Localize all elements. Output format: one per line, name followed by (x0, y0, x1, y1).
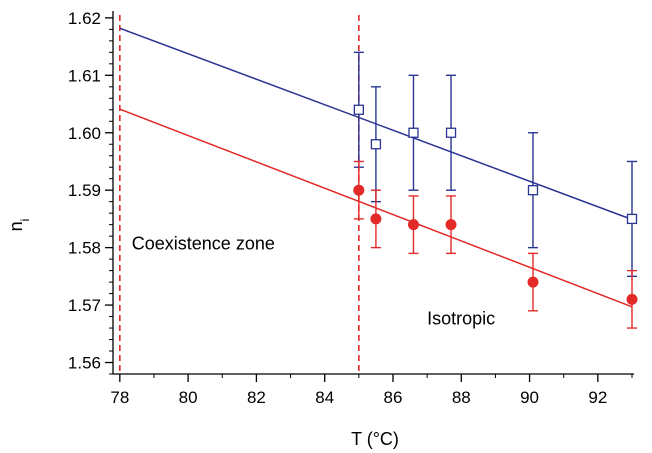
y-tick-label: 1.56 (68, 354, 101, 373)
x-tick-label: 92 (588, 388, 607, 407)
data-point-circle (353, 184, 365, 196)
x-tick-label: 88 (452, 388, 471, 407)
x-tick-label: 84 (315, 388, 334, 407)
chart-annotation: Coexistence zone (132, 233, 275, 253)
y-axis-title-subscript: i (18, 219, 32, 222)
x-tick-label: 78 (110, 388, 129, 407)
y-tick-label: 1.58 (68, 239, 101, 258)
data-point-circle (370, 213, 382, 225)
data-point-square (626, 213, 638, 225)
data-point-circle (626, 293, 638, 305)
y-tick-label: 1.59 (68, 181, 101, 200)
x-tick-label: 86 (384, 388, 403, 407)
axes: 78 80 82 84 86 88 90 92 1.56 1.57 1.58 1.59 1.60 1.61… (68, 9, 634, 407)
y-tick-label: 1.61 (68, 66, 101, 85)
data-point-circle (445, 219, 457, 231)
data-point-square (408, 127, 419, 138)
x-tick-label: 90 (520, 388, 539, 407)
x-axis-title: T (°C) (351, 429, 399, 449)
data-point-circle (527, 276, 539, 288)
y-tick-label: 1.57 (68, 296, 101, 315)
x-tick-label: 82 (247, 388, 266, 407)
data-point-square (353, 104, 364, 115)
x-tick-label: 80 (179, 388, 198, 407)
data-point-circle (407, 219, 419, 231)
data-point-square (445, 127, 457, 138)
y-axis-title: ni (6, 219, 32, 232)
chart-annotation: Isotropic (427, 309, 495, 329)
plot-area: Coexistence zone Isotropic (119, 15, 638, 374)
y-axis-title-main: n (6, 221, 26, 231)
y-tick-label: 1.62 (68, 9, 101, 28)
y-tick-label: 1.60 (68, 124, 101, 143)
data-point-square (370, 139, 382, 150)
data-point-square (527, 185, 539, 196)
